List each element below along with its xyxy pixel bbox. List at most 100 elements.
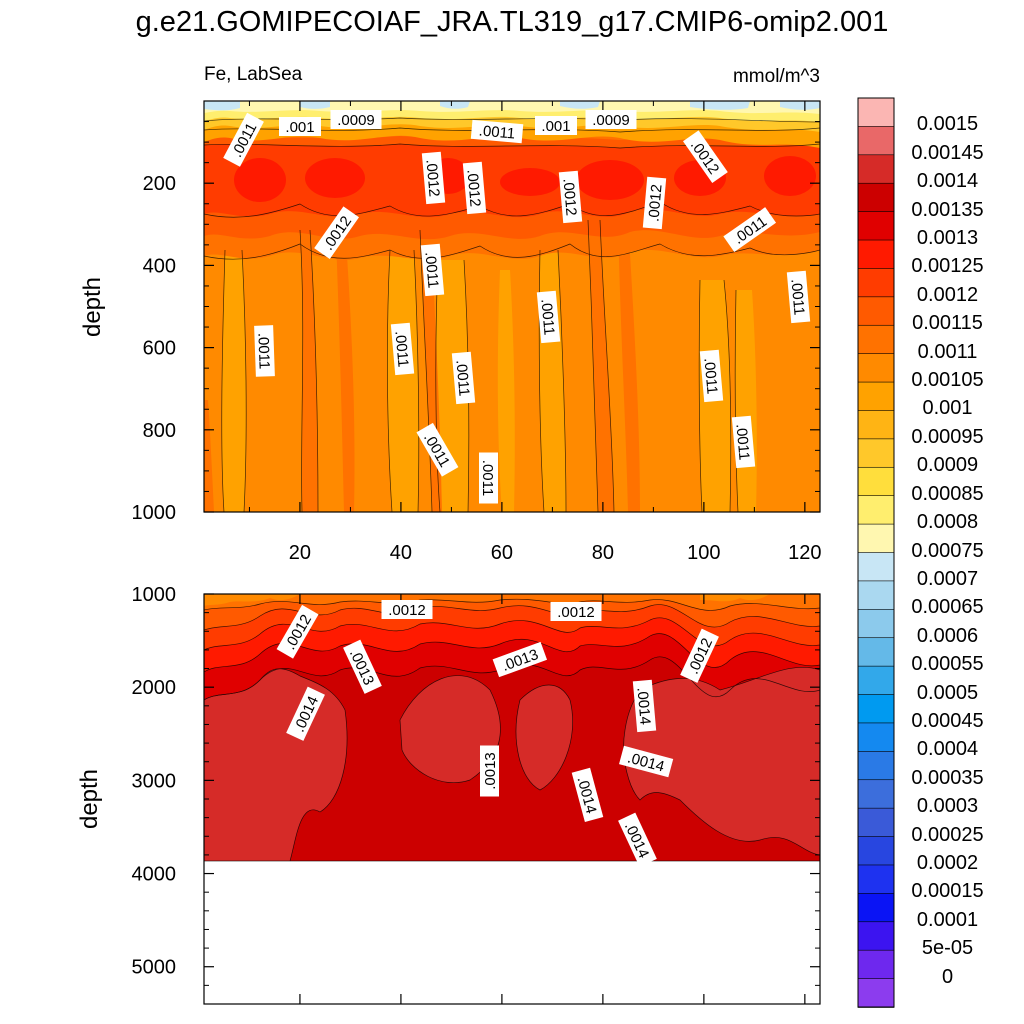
colorbar-box [857,324,895,355]
upper-contour-label-text: .0012 [463,169,483,208]
lower-contour-label-bg [571,767,604,822]
colorbar-label: 0.00025 [911,823,984,846]
colorbar-box [857,154,895,185]
upper-contour-label: .0011 [786,270,811,324]
upper-contour-label-bg [642,176,667,230]
upper-contour-label: .0011 [451,351,476,405]
colorbar-label: 0.00135 [911,198,984,221]
upper-contour-label-bg [314,206,359,260]
upper-contour-label-text: .0011 [254,333,272,370]
colorbar-label: 0.0008 [916,511,979,534]
upper-contour-label-bg [731,415,756,469]
colorbar-box [857,239,895,270]
colorbar-box [857,126,895,156]
upper-contour-label-bg [279,117,321,136]
colorbar-box [857,779,895,809]
colorbar-label: 0.00045 [911,709,984,732]
upper-contour-label-text: .001 [285,119,314,136]
upper-contour-label-bg [420,243,445,297]
colorbar-label: 0.0004 [916,738,979,761]
colorbar-box [857,978,895,1008]
colorbar-label: 0.0002 [916,851,979,874]
colorbar-label: 0.0011 [917,340,978,363]
colorbar-box [857,580,895,611]
colorbar-label: 0.001 [922,397,973,420]
lower-contour-label-bg [381,600,433,619]
lower-contour-label-bg [680,628,719,683]
upper-y-tick-label: 800 [143,420,176,442]
lower-contour-label-bg [618,812,657,867]
upper-contour-label: .0011 [420,243,445,297]
upper-contour-label: .0011 [699,349,724,403]
lower-contour-label: .0014 [632,679,657,733]
lower-y-tick-label: 2000 [132,677,177,699]
colorbar-box [857,949,895,980]
upper-contour-label: .0011 [254,325,275,377]
lower-y-tick-label: 4000 [132,864,177,886]
lower-contour-label-text: .0012 [388,602,426,619]
upper-contour-label-bg [462,161,487,215]
upper-contour-label-text: .0011 [478,122,516,142]
colorbar-label: 0.0001 [916,908,979,931]
upper-contour-label-text: .0011 [787,278,807,316]
lower-contour-label-bg [286,686,325,741]
upper-contour-label-text: .0011 [537,298,557,336]
upper-contour-field [204,101,820,512]
upper-y-tick-label: 1000 [132,502,177,524]
lower-contour-label-text: .0012 [557,604,595,621]
upper-contour-label-bg [536,290,561,344]
colorbar-label: 0.00065 [911,596,984,619]
colorbar-box [857,182,895,213]
lower-contour-label-bg [492,641,548,678]
colorbar-frame [857,97,895,1008]
upper-contour-label-bg [330,110,382,129]
colorbar-label: 0.0014 [916,170,979,193]
lower-y-tick-label: 5000 [132,957,177,979]
lower-contour-label: .0013 [480,745,499,797]
colorbar-box [857,665,895,696]
upper-contour-label-bg [683,130,728,184]
colorbar-box [857,438,895,469]
colorbar-box [857,921,895,951]
units-label: mmol/m^3 [732,66,820,87]
colorbar-box [857,410,895,440]
colorbar-box [857,211,895,241]
colorbar-box [857,637,895,667]
upper-x-tick-label: 60 [491,542,513,564]
upper-contour-label: .0011 [470,119,524,144]
upper-contour-label-bg [451,351,476,405]
lower-contour-field [204,594,820,1004]
upper-contour-label-bg [254,325,275,377]
figure-title: g.e21.GOMIPECOIAF_JRA.TL319_g17.CMIP6-om… [135,6,889,38]
upper-contour-label-bg [786,270,811,324]
upper-contour-label-bg [421,151,446,205]
lower-contour-label-text: .0013 [482,752,499,790]
upper-y-tick-label: 600 [143,338,176,360]
upper-contour-label-text: .0011 [391,330,411,368]
lower-contour-label: .0012 [550,602,602,621]
variable-region-label: Fe, LabSea [204,64,303,85]
colorbar-label: 0.00095 [911,425,984,448]
upper-contour-label-text: .0012 [422,159,442,198]
lower-contour-label-bg [276,604,319,659]
colorbar-box [857,296,895,327]
colorbar-label: 0 [941,965,954,988]
colorbar-label: 0.00105 [911,369,984,392]
upper-y-tick-label: 200 [143,173,176,195]
upper-contour-label: .0009 [585,110,637,129]
colorbar-label: 0.0015 [916,113,979,136]
lower-contour-label-bg [632,679,657,733]
upper-contour-label-text: .0011 [732,423,752,461]
colorbar-box [857,268,895,298]
upper-contour-label: .0012 [462,161,487,215]
upper-contour-label-text: .0012 [559,178,579,217]
colorbar-label: 0.0009 [916,454,979,477]
lower-contour-label-bg [550,602,602,621]
upper-contour-label-text: .001 [541,118,570,135]
upper-contour-label: .0011 [390,322,415,376]
colorbar-box [857,495,895,525]
lower-y-tick-label: 3000 [132,770,177,792]
upper-x-tick-label: 120 [788,542,821,564]
colorbar-box [857,552,895,582]
upper-contour-label: .001 [279,117,321,136]
